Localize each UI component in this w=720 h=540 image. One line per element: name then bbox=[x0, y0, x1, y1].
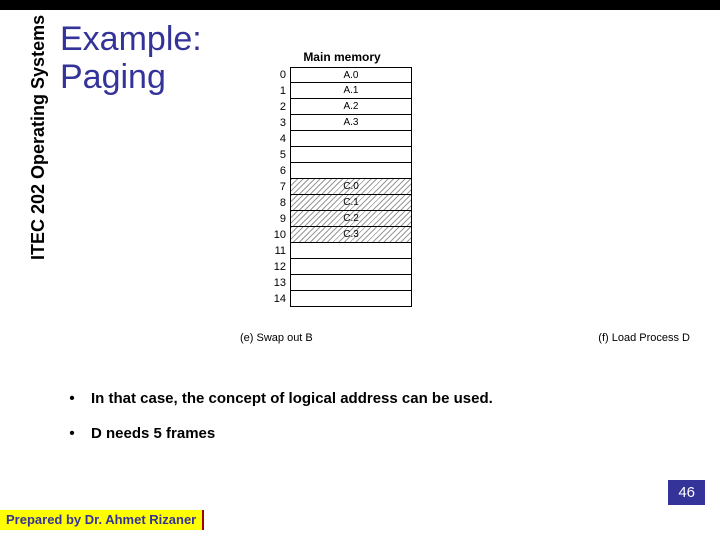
frame-number: 2 bbox=[272, 101, 290, 113]
figure-captions: (e) Swap out B (f) Load Process D bbox=[240, 332, 690, 344]
memory-row: 9C.2 bbox=[272, 211, 412, 227]
title-line-2: Paging bbox=[60, 58, 202, 96]
memory-row: 6 bbox=[272, 163, 412, 179]
memory-row: 4 bbox=[272, 131, 412, 147]
frame-number: 9 bbox=[272, 213, 290, 225]
frame-cell bbox=[290, 163, 412, 179]
memory-row: 12 bbox=[272, 259, 412, 275]
frame-number: 14 bbox=[272, 293, 290, 305]
course-name: ITEC 202 Operating Systems bbox=[28, 15, 49, 260]
memory-row: 14 bbox=[272, 291, 412, 307]
frame-number: 1 bbox=[272, 85, 290, 97]
main-memory-table: 0A.01A.12A.23A.34567C.08C.19C.210C.31112… bbox=[272, 67, 412, 307]
frame-number: 6 bbox=[272, 165, 290, 177]
memory-row: 5 bbox=[272, 147, 412, 163]
frame-number: 10 bbox=[272, 229, 290, 241]
frame-cell: A.0 bbox=[290, 67, 412, 83]
frame-cell: C.0 bbox=[290, 179, 412, 195]
caption-left: (e) Swap out B bbox=[240, 332, 313, 344]
bullet-dot: • bbox=[65, 425, 79, 442]
frame-number: 8 bbox=[272, 197, 290, 209]
frame-cell bbox=[290, 131, 412, 147]
memory-row: 10C.3 bbox=[272, 227, 412, 243]
frame-number: 4 bbox=[272, 133, 290, 145]
bullet-list: • In that case, the concept of logical a… bbox=[65, 390, 700, 460]
main-memory-label: Main memory bbox=[272, 50, 412, 64]
slide-root: ITEC 202 Operating Systems Example: Pagi… bbox=[0, 0, 720, 540]
frame-cell: C.1 bbox=[290, 195, 412, 211]
frame-number: 13 bbox=[272, 277, 290, 289]
frame-cell bbox=[290, 243, 412, 259]
frame-cell bbox=[290, 147, 412, 163]
slide-number-badge: 46 bbox=[668, 480, 705, 505]
caption-right: (f) Load Process D bbox=[598, 332, 690, 344]
frame-cell: C.2 bbox=[290, 211, 412, 227]
slide-title: Example: Paging bbox=[60, 20, 202, 96]
bullet-item: • D needs 5 frames bbox=[65, 425, 700, 442]
frame-cell bbox=[290, 259, 412, 275]
frame-cell bbox=[290, 291, 412, 307]
memory-row: 13 bbox=[272, 275, 412, 291]
frame-number: 3 bbox=[272, 117, 290, 129]
frame-number: 5 bbox=[272, 149, 290, 161]
title-line-1: Example: bbox=[60, 20, 202, 58]
memory-row: 7C.0 bbox=[272, 179, 412, 195]
memory-row: 3A.3 bbox=[272, 115, 412, 131]
top-border bbox=[0, 0, 720, 10]
frame-number: 0 bbox=[272, 69, 290, 81]
memory-row: 1A.1 bbox=[272, 83, 412, 99]
main-memory-figure: Main memory 0A.01A.12A.23A.34567C.08C.19… bbox=[272, 50, 412, 307]
frame-number: 12 bbox=[272, 261, 290, 273]
frame-cell: C.3 bbox=[290, 227, 412, 243]
memory-row: 0A.0 bbox=[272, 67, 412, 83]
frame-cell bbox=[290, 275, 412, 291]
frame-number: 7 bbox=[272, 181, 290, 193]
frame-number: 11 bbox=[272, 245, 290, 257]
frame-cell: A.3 bbox=[290, 115, 412, 131]
bullet-item: • In that case, the concept of logical a… bbox=[65, 390, 700, 407]
memory-row: 11 bbox=[272, 243, 412, 259]
bullet-text: In that case, the concept of logical add… bbox=[91, 390, 493, 407]
frame-cell: A.1 bbox=[290, 83, 412, 99]
bullet-dot: • bbox=[65, 390, 79, 407]
footer-accent-bar bbox=[202, 510, 204, 530]
memory-row: 8C.1 bbox=[272, 195, 412, 211]
memory-row: 2A.2 bbox=[272, 99, 412, 115]
footer-text: Prepared by Dr. Ahmet Rizaner bbox=[0, 510, 202, 530]
footer: Prepared by Dr. Ahmet Rizaner bbox=[0, 510, 720, 530]
frame-cell: A.2 bbox=[290, 99, 412, 115]
bullet-text: D needs 5 frames bbox=[91, 425, 215, 442]
